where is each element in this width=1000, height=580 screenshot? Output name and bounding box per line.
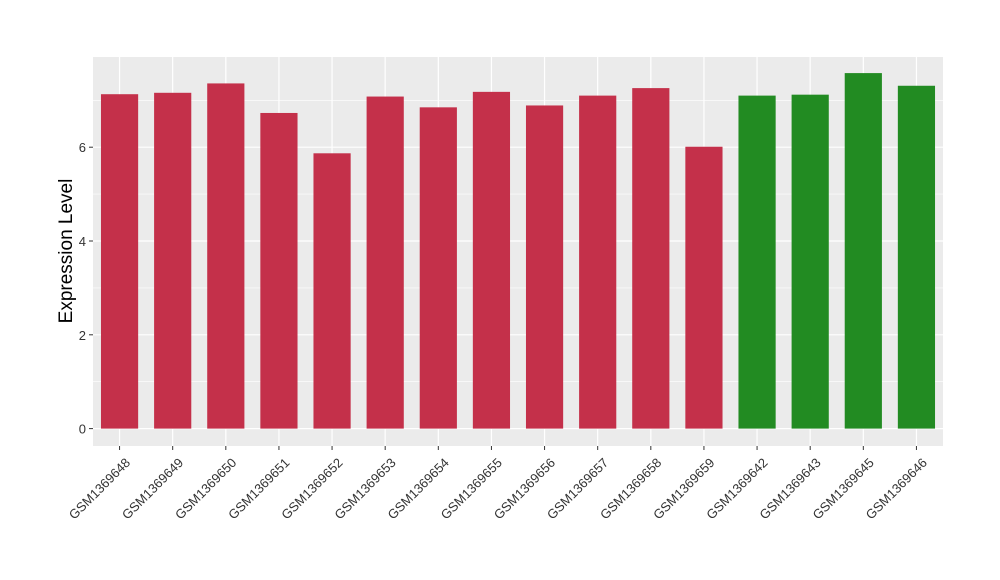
x-axis: GSM1369648GSM1369649GSM1369650GSM1369651… (66, 446, 930, 522)
bar-GSM1369659 (685, 146, 723, 429)
bar-GSM1369654 (419, 107, 457, 429)
bar-GSM1369643 (791, 94, 829, 429)
bar-GSM1369657 (579, 95, 617, 429)
bar-GSM1369645 (844, 73, 882, 429)
y-axis: 0 2 4 6 (79, 140, 93, 437)
bar-GSM1369646 (897, 85, 936, 429)
y-tick-label: 0 (79, 422, 86, 437)
bar-GSM1369656 (525, 105, 564, 429)
y-tick-label: 4 (79, 234, 86, 249)
bar-GSM1369650 (207, 83, 245, 429)
bar-GSM1369648 (100, 94, 139, 429)
bar-GSM1369653 (366, 96, 404, 429)
bar-GSM1369642 (738, 95, 776, 429)
bar-GSM1369658 (632, 88, 670, 429)
bar-GSM1369655 (472, 91, 511, 429)
y-tick-label: 2 (79, 328, 86, 343)
bar-GSM1369649 (154, 92, 192, 429)
bar-GSM1369651 (260, 112, 298, 429)
bars-group (100, 73, 936, 429)
y-axis-title: Expression Level (56, 179, 77, 324)
bar-GSM1369652 (313, 153, 351, 429)
y-tick-label: 6 (79, 140, 86, 155)
